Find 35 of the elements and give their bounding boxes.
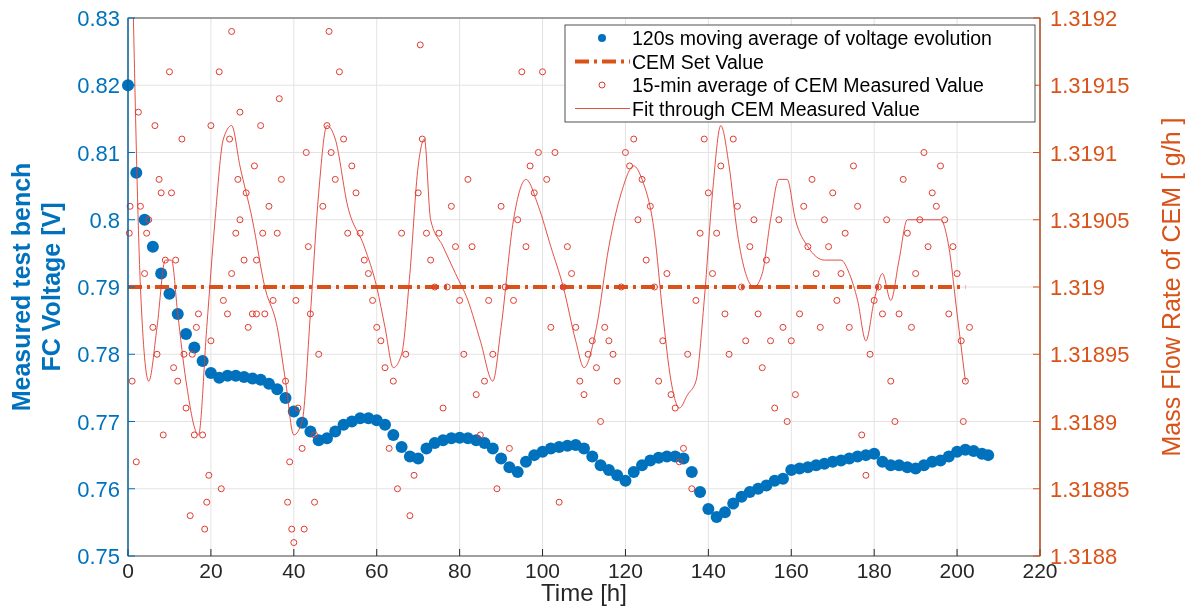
y2-tick-label: 1.31895 [1050,342,1130,368]
y-tick-label: 0.76 [77,476,120,502]
x-tick-label: 180 [856,559,892,582]
y2-tick-label: 1.3192 [1050,6,1118,31]
x-tick-label: 80 [447,559,472,582]
y-tick-label: 0.79 [77,275,120,300]
x-tick-label: 40 [282,559,306,582]
x-tick-label: 160 [773,559,809,582]
y2-axis-title: Mass Flow Rate of CEM [ g/h ] [1157,117,1185,457]
y2-tick-label: 1.3191 [1050,140,1118,166]
x-tick-label: 120 [607,559,643,582]
y2-tick-label: 1.3189 [1050,409,1118,435]
y2-tick-label: 1.31905 [1050,207,1130,233]
x-tick-label: 100 [525,559,561,582]
y-tick-label: 0.8 [89,207,120,233]
x-tick-label: 20 [199,559,223,582]
x-tick-label: 0 [122,559,134,582]
y-tick-label: 0.82 [77,73,120,99]
y-tick-label: 0.83 [77,6,120,31]
y-axis-title: Measured test bench FC Voltage [V] [7,162,65,412]
y2-tick-label: 1.319 [1050,275,1106,300]
y-tick-label: 0.78 [77,342,120,368]
y-tick-label: 0.77 [77,409,120,435]
legend-label: 15-min average of CEM Measured Value [632,74,984,96]
x-tick-label: 60 [365,559,389,582]
legend-label: Fit through CEM Measured Value [632,97,920,120]
legend-label: 120s moving average of voltage evolution [632,27,992,49]
y-tick-label: 0.75 [77,544,120,569]
x-tick-label: 200 [939,559,975,582]
x-axis-title: Time [h] [541,579,627,606]
y2-tick-label: 1.31915 [1050,73,1130,99]
legend-label: CEM Set Value [632,50,764,73]
y-tick-label: 0.81 [77,140,120,166]
x-tick-label: 140 [690,559,726,582]
y2-tick-label: 1.31885 [1050,476,1130,502]
